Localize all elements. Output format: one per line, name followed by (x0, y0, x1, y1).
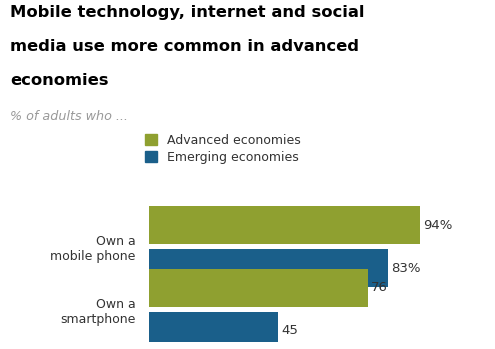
Text: % of adults who ...: % of adults who ... (10, 110, 128, 123)
Text: media use more common in advanced: media use more common in advanced (10, 39, 359, 54)
Bar (148, 206, 420, 244)
Bar (148, 249, 388, 287)
Text: economies: economies (10, 73, 108, 88)
Text: 83%: 83% (391, 262, 421, 275)
Bar (148, 269, 368, 307)
Text: 94%: 94% (423, 218, 452, 232)
Text: 76: 76 (371, 281, 388, 295)
Text: 45: 45 (281, 325, 298, 337)
Legend: Advanced economies, Emerging economies: Advanced economies, Emerging economies (145, 134, 301, 164)
Text: Mobile technology, internet and social: Mobile technology, internet and social (10, 5, 364, 20)
Bar (148, 312, 278, 349)
